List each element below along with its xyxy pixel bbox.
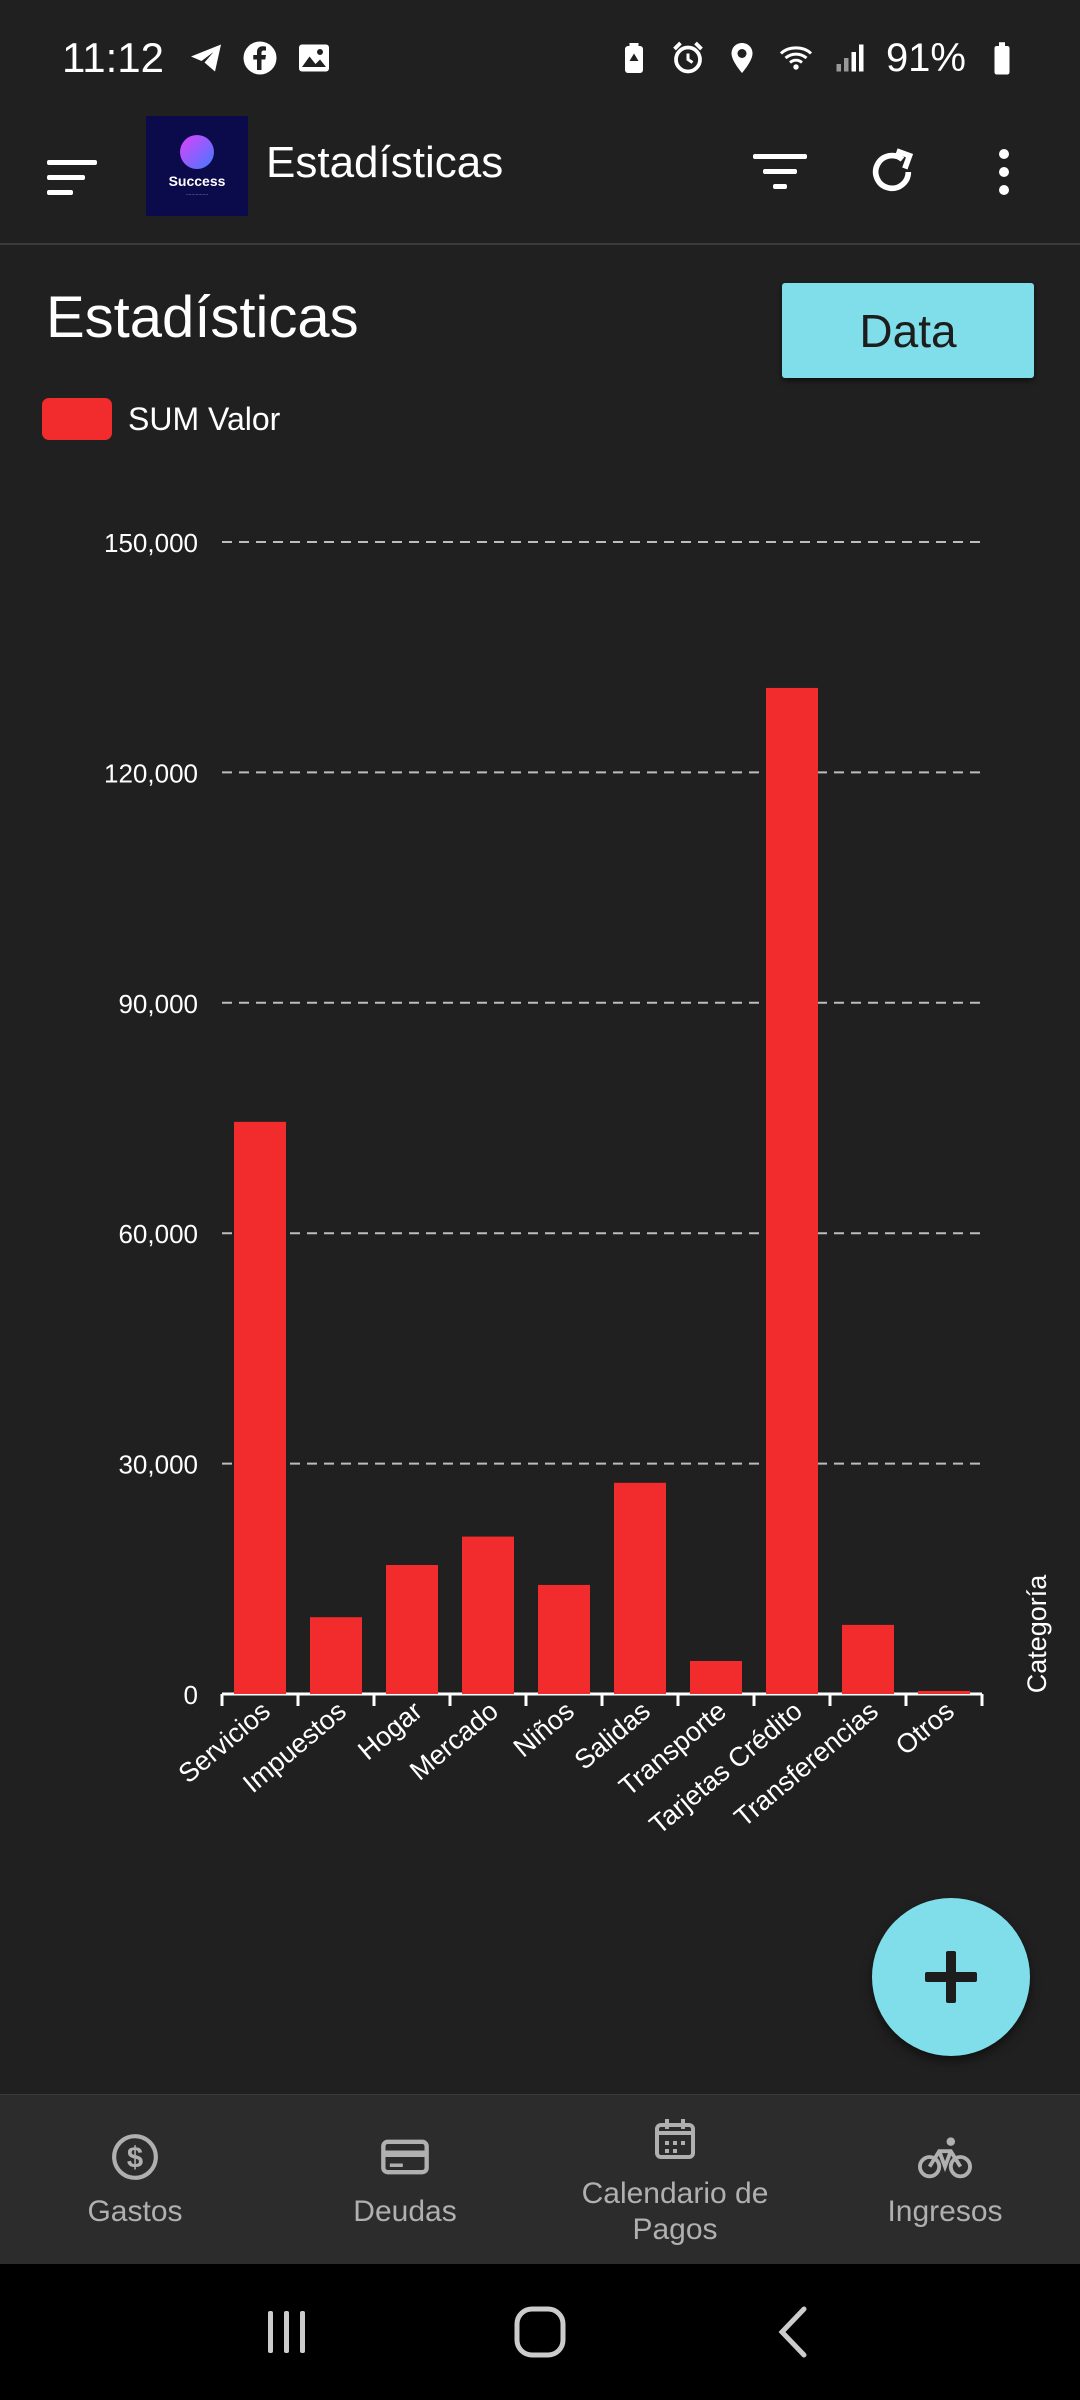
more-options-button[interactable] (968, 136, 1040, 208)
wifi-icon (778, 40, 814, 76)
nav-label-ingresos: Ingresos (887, 2194, 1003, 2228)
battery-icon (984, 40, 1020, 76)
status-time: 11:12 (62, 34, 164, 81)
home-button[interactable] (500, 2292, 580, 2372)
nav-item-gastos[interactable]: $ Gastos (0, 2095, 270, 2264)
bar-transferencias (842, 1624, 894, 1694)
recents-button[interactable] (247, 2292, 327, 2372)
battery-saver-icon (616, 40, 652, 76)
nav-item-ingresos[interactable]: Ingresos (810, 2095, 1080, 2264)
app-title: Estadísticas (266, 138, 504, 187)
bar-otros (918, 1690, 970, 1694)
nav-item-deudas[interactable]: Deudas (270, 2095, 540, 2264)
nav-label-deudas: Deudas (353, 2194, 457, 2228)
legend-label: SUM Valor (128, 400, 281, 437)
battery-percent: 91% (885, 35, 966, 80)
bar-mercado (462, 1536, 514, 1694)
more-vert-icon (999, 149, 1009, 195)
status-right: 91% (616, 36, 1020, 81)
add-button[interactable] (872, 1898, 1030, 2056)
bar-salidas (614, 1482, 666, 1694)
signal-icon (832, 40, 868, 76)
refresh-icon (872, 148, 914, 192)
credit-card-icon (378, 2130, 432, 2184)
plus-icon (925, 1951, 977, 2003)
sort-icon (47, 160, 97, 195)
system-nav-bar (0, 2264, 1080, 2400)
filter-icon (753, 154, 807, 189)
bar-servicios (234, 1121, 286, 1694)
bar-chart: 030,00060,00090,000120,000150,000Servici… (104, 528, 1052, 1840)
recents-icon (267, 2311, 305, 2353)
gallery-icon (296, 40, 332, 76)
logo-subtext: ................ (185, 191, 209, 197)
refresh-button[interactable] (856, 136, 928, 208)
facebook-icon (242, 40, 278, 76)
bar-impuestos (310, 1617, 362, 1694)
nav-label-calendario: Calendario de Pagos (581, 2176, 769, 2246)
y-tick-label: 120,000 (104, 758, 198, 788)
status-left: 11:12 (62, 34, 332, 82)
y-tick-label: 0 (184, 1680, 198, 1710)
sort-menu-button[interactable] (40, 146, 104, 210)
nav-label-gastos: Gastos (87, 2194, 183, 2228)
bar-hogar (386, 1564, 438, 1694)
x-tick-label: Otros (890, 1696, 960, 1761)
logo-emblem (180, 135, 214, 169)
chart-legend: SUM Valor (42, 398, 280, 440)
calendar-icon (648, 2112, 702, 2166)
bike-icon (918, 2130, 972, 2184)
svg-text:$: $ (127, 2142, 143, 2174)
bottom-nav: $ Gastos Deudas Calendario de Pagos Ingr… (0, 2094, 1080, 2264)
back-button[interactable] (753, 2292, 833, 2372)
telegram-icon (188, 40, 224, 76)
y-tick-label: 90,000 (118, 989, 198, 1019)
bar-niños (538, 1584, 590, 1694)
alarm-icon (670, 40, 706, 76)
app-logo: Success ................ (146, 116, 248, 216)
y-tick-label: 150,000 (104, 528, 198, 558)
y-tick-label: 60,000 (118, 1219, 198, 1249)
dollar-circle-icon: $ (108, 2130, 162, 2184)
bar-tarjetas-crédito (766, 687, 818, 1694)
back-icon (778, 2306, 807, 2358)
y-tick-label: 30,000 (118, 1450, 198, 1480)
legend-swatch (42, 398, 112, 440)
home-icon (514, 2306, 566, 2358)
data-button[interactable]: Data (782, 283, 1034, 378)
nav-item-calendario[interactable]: Calendario de Pagos (540, 2095, 810, 2264)
status-bar: 11:12 91% (0, 0, 1080, 116)
x-axis-label: Categoría (1022, 1574, 1052, 1694)
app-bar: Success ................ Estadísticas (0, 116, 1080, 245)
page-heading: Estadísticas (46, 285, 359, 350)
bar-transporte (690, 1660, 742, 1694)
logo-text: Success (168, 173, 226, 189)
location-icon (724, 40, 760, 76)
filter-button[interactable] (744, 136, 816, 208)
